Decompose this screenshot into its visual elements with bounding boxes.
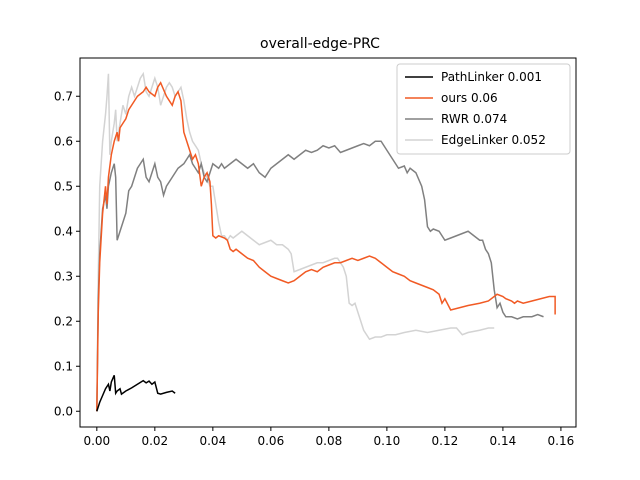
y-tick-label: 0.2	[54, 314, 73, 328]
x-tick-label: 0.10	[374, 434, 401, 448]
legend-label-0: PathLinker 0.001	[441, 70, 542, 84]
series-layer	[96, 71, 556, 412]
x-tick-label: 0.14	[490, 434, 517, 448]
x-axis: 0.00 0.02 0.04 0.06 0.08 0.10 0.12 0.14 0.16	[83, 427, 574, 448]
y-tick-label: 0.3	[54, 269, 73, 283]
series-line-1	[96, 81, 556, 412]
y-tick-label: 0.6	[54, 134, 73, 148]
y-axis: 0.0 0.1 0.2 0.3 0.4 0.5 0.6 0.7	[54, 89, 80, 418]
legend: PathLinker 0.001 ours 0.06 RWR 0.074 EdgeLi…	[396, 63, 571, 155]
legend-label-1: ours 0.06	[441, 91, 498, 105]
y-tick-label: 0.7	[54, 89, 73, 103]
legend-label-2: RWR 0.074	[441, 112, 507, 126]
y-tick-label: 0.5	[54, 179, 73, 193]
series-line-3	[96, 71, 495, 412]
x-tick-label: 0.06	[257, 434, 284, 448]
y-tick-label: 0.1	[54, 359, 73, 373]
legend-box	[396, 63, 571, 155]
x-tick-label: 0.16	[548, 434, 575, 448]
x-tick-label: 0.02	[141, 434, 168, 448]
series-line-2	[96, 140, 544, 412]
series-line-0	[96, 374, 176, 412]
x-tick-label: 0.00	[83, 434, 110, 448]
x-tick-label: 0.08	[316, 434, 343, 448]
x-tick-label: 0.04	[199, 434, 226, 448]
chart-title: overall-edge-PRC	[260, 36, 380, 52]
x-tick-label: 0.12	[432, 434, 459, 448]
y-tick-label: 0.4	[54, 224, 73, 238]
plot-frame	[79, 57, 577, 428]
y-tick-label: 0.0	[54, 404, 73, 418]
legend-label-3: EdgeLinker 0.052	[441, 133, 546, 147]
